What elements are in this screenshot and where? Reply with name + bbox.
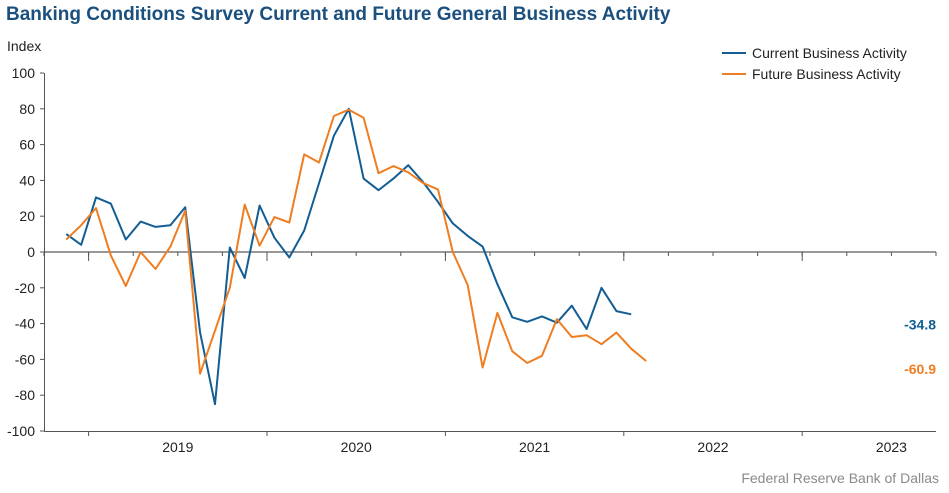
y-tick-label: -80 — [15, 387, 35, 403]
x-year-label: 2020 — [341, 439, 372, 455]
series-line-current — [65, 107, 632, 406]
y-tick-label: 20 — [19, 208, 35, 224]
legend-swatch-future — [722, 72, 746, 75]
y-tick-label: 40 — [19, 172, 35, 188]
x-year-label: 2021 — [519, 439, 550, 455]
source-note: Federal Reserve Bank of Dallas — [741, 470, 939, 486]
x-year-label: 2019 — [162, 439, 193, 455]
chart-title: Banking Conditions Survey Current and Fu… — [6, 4, 671, 25]
y-tick-label: 0 — [27, 244, 35, 260]
y-axis-label: Index — [7, 38, 42, 54]
legend-swatch-current — [722, 51, 746, 54]
y-tick-label: 80 — [19, 101, 35, 117]
legend-item-current: Current Business Activity — [722, 42, 907, 63]
series-line-future — [65, 108, 647, 375]
y-tick-label: 100 — [12, 65, 36, 81]
legend-label-current: Current Business Activity — [752, 44, 907, 61]
y-tick-label: -40 — [15, 316, 35, 332]
legend-label-future: Future Business Activity — [752, 65, 901, 82]
end-value-label-current: -34.8 — [904, 316, 936, 332]
y-tick-label: -20 — [15, 280, 35, 296]
chart-legend: Current Business Activity Future Busines… — [722, 42, 907, 84]
y-tick-label: -100 — [7, 423, 35, 439]
x-year-label: 2022 — [697, 439, 728, 455]
end-value-label-future: -60.9 — [904, 361, 936, 377]
y-tick-label: -60 — [15, 351, 35, 367]
x-year-label: 2023 — [876, 439, 907, 455]
legend-item-future: Future Business Activity — [722, 63, 907, 84]
y-tick-label: 60 — [19, 137, 35, 153]
